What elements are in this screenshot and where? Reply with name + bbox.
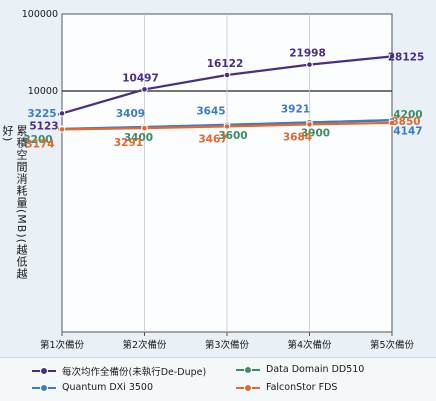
data-point	[306, 121, 313, 128]
data-label: 4147	[393, 125, 422, 137]
x-tick-label: 第1次備份	[40, 339, 85, 351]
data-label: 3600	[218, 130, 247, 142]
y-axis-title-box: 累積空間消耗量(MB)(越低越好)	[1, 125, 28, 295]
data-label: 3467	[198, 133, 227, 145]
y-axis-title: 累積空間消耗量(MB)(越低越好)	[1, 125, 28, 280]
legend-label: Data Domain DD510	[266, 364, 365, 375]
data-label: 3900	[301, 127, 330, 139]
data-label: 3921	[281, 103, 310, 115]
legend-item-data-domain: Data Domain DD510	[236, 364, 364, 375]
y-tick-label: 10000	[28, 86, 58, 97]
data-point	[58, 126, 66, 133]
legend-item-full-backup: 每次均作全備份(未執行De-Dupe)	[32, 364, 206, 378]
data-label: 3200	[23, 134, 52, 146]
legend-item-falconstor: FalconStor FDS	[236, 382, 337, 393]
data-point	[388, 53, 396, 60]
legend-marker	[32, 366, 56, 376]
x-tick-label: 第4次備份	[287, 339, 332, 351]
data-point	[306, 61, 313, 68]
x-tick-label: 第5次備份	[370, 339, 415, 351]
data-label: 10497	[122, 72, 159, 84]
data-label: 4200	[393, 109, 422, 121]
data-label: 3174	[25, 138, 54, 150]
data-label: 3684	[283, 131, 312, 143]
data-point	[141, 86, 148, 93]
legend-label: FalconStor FDS	[266, 382, 338, 393]
legend-label: 每次均作全備份(未執行De-Dupe)	[62, 367, 207, 378]
data-point	[141, 124, 148, 132]
legend-item-quantum: Quantum DXi 3500	[32, 382, 153, 393]
data-label: 28125	[388, 51, 425, 63]
data-label: 3645	[196, 106, 225, 118]
y-tick-label: 100000	[22, 9, 58, 20]
data-label: 3409	[116, 108, 145, 120]
legend-label: Quantum DXi 3500	[62, 382, 154, 393]
data-label: 3225	[27, 108, 56, 120]
data-point	[58, 110, 66, 117]
x-tick-label: 第2次備份	[122, 339, 167, 351]
data-label: 21998	[289, 48, 326, 60]
data-point	[388, 119, 396, 127]
legend-marker	[236, 383, 260, 393]
data-label: 3850	[391, 116, 420, 128]
data-label: 16122	[207, 58, 244, 70]
x-tick-label: 第3次備份	[205, 339, 250, 351]
data-point	[223, 71, 231, 79]
data-label: 5123	[29, 120, 58, 132]
legend-marker	[32, 383, 56, 393]
legend: 每次均作全備份(未執行De-Dupe) Data Domain DD510 Qu…	[0, 357, 436, 401]
data-label: 3400	[124, 132, 153, 144]
data-point	[223, 123, 231, 130]
legend-marker	[236, 365, 260, 375]
data-label: 3291	[114, 137, 143, 149]
